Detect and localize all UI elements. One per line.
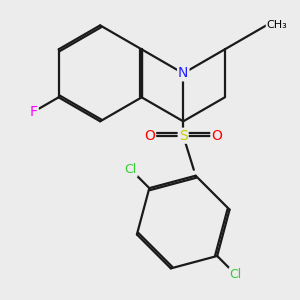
Text: Cl: Cl [230, 268, 242, 281]
Text: O: O [212, 129, 222, 143]
Text: S: S [179, 129, 188, 143]
Text: O: O [144, 129, 155, 143]
Text: CH₃: CH₃ [266, 20, 287, 30]
Text: F: F [30, 105, 38, 119]
Text: Cl: Cl [124, 163, 137, 176]
Text: N: N [178, 66, 188, 80]
